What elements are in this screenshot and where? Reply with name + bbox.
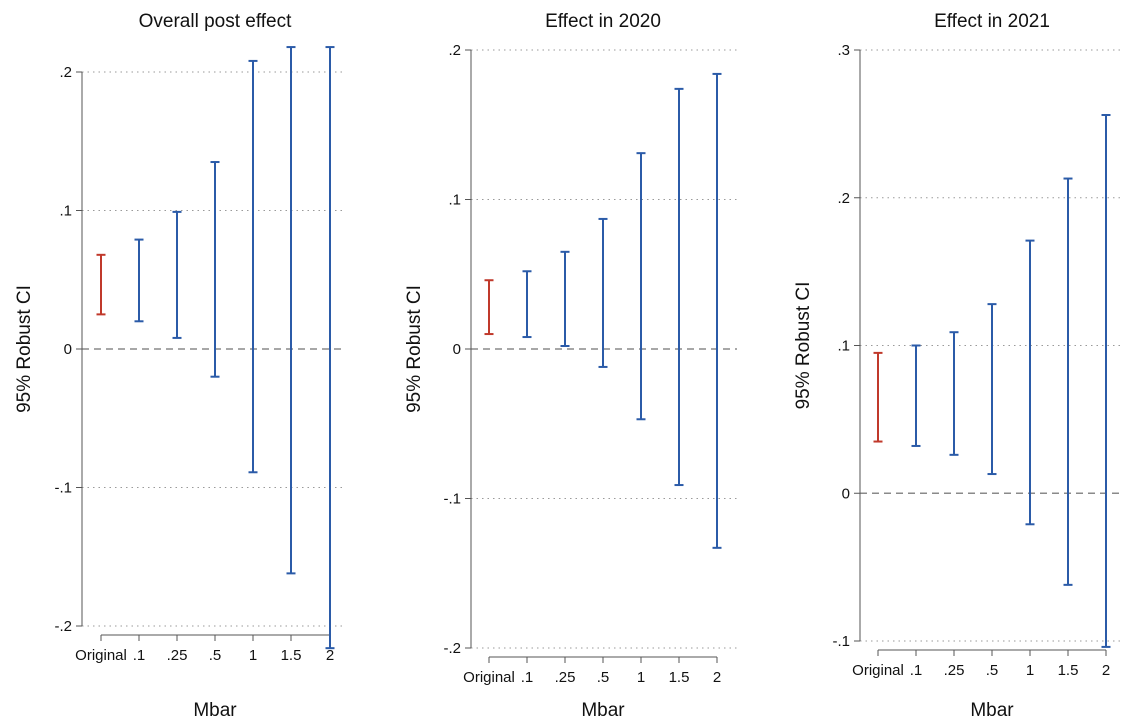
chart-title: Effect in 2020 [545,11,661,32]
x-axis-title: Mbar [193,700,237,721]
error-bar-mbar [522,270,532,339]
y-tick-label: 0 [64,341,72,358]
y-tick-label: .3 [837,42,850,59]
y-tick-label: -.2 [54,618,72,635]
x-tick-label: .25 [167,647,188,664]
error-bar-mbar [949,331,959,456]
x-tick-label: .1 [521,669,534,686]
x-tick-label: 1.5 [1058,662,1079,679]
y-tick-label: .1 [837,338,850,355]
y-tick-label: -.1 [832,633,850,650]
x-tick-label: 2 [1102,662,1110,679]
chart-title: Overall post effect [139,11,293,32]
error-bar-mbar [134,238,144,323]
y-tick-label: -.1 [443,491,461,508]
y-axis-title: 95% Robust CI [14,285,35,413]
error-bar-mbar [1101,114,1111,648]
x-tick-label: 2 [713,669,721,686]
y-tick-label: .2 [837,190,850,207]
x-tick-label: .25 [555,669,576,686]
error-bar-mbar [911,344,921,447]
error-bar-mbar [598,217,608,368]
error-bar-mbar [560,250,570,348]
error-bar-mbar [172,210,182,339]
error-bar-mbar [325,46,335,650]
error-bar-mbar [674,87,684,487]
x-tick-label: 1 [1026,662,1034,679]
chart-title: Effect in 2021 [934,11,1050,32]
error-bar-mbar [636,152,646,421]
x-tick-label: .1 [910,662,923,679]
y-axis-title: 95% Robust CI [404,285,425,413]
x-tick-label: .25 [944,662,965,679]
x-tick-label: .5 [597,669,610,686]
error-bar-original [873,351,883,443]
error-bar-original [484,279,494,336]
y-tick-label: 0 [842,485,850,502]
chart-panel-2: Effect in 2020 -.2 -.1 0 .1 .2 Original .1 .25 .5… [404,11,737,721]
y-tick-label: .2 [59,64,72,81]
x-tick-label: 1.5 [669,669,690,686]
error-bar-mbar [1063,177,1073,586]
x-tick-label: .5 [986,662,999,679]
error-bar-original [96,253,106,316]
x-tick-label: 1 [249,647,257,664]
x-tick-label: Original [852,662,904,679]
y-tick-label: -.1 [54,480,72,497]
chart-panel-1: Overall post effect -.2 -.1 0 .1 .2 Original .1… [14,11,345,721]
y-tick-label: .1 [448,192,461,209]
x-tick-label: Original [75,647,127,664]
error-bar-mbar [248,59,258,474]
y-tick-label: .2 [448,42,461,59]
y-axis-title: 95% Robust CI [793,282,814,410]
error-bar-mbar [1025,239,1035,526]
error-bar-mbar [987,303,997,476]
x-tick-label: 1 [637,669,645,686]
y-tick-label: -.2 [443,640,461,657]
x-axis-title: Mbar [970,700,1014,721]
x-tick-label: 2 [326,647,334,664]
x-tick-label: .1 [133,647,146,664]
x-tick-label: .5 [209,647,222,664]
x-tick-label: Original [463,669,515,686]
y-tick-label: .1 [59,203,72,220]
error-bar-mbar [712,72,722,549]
x-axis-title: Mbar [581,700,625,721]
error-bar-mbar [286,46,296,575]
x-tick-label: 1.5 [281,647,302,664]
error-bar-mbar [210,161,220,378]
y-tick-label: 0 [453,341,461,358]
chart-panel-3: Effect in 2021 -.1 0 .1 .2 .3 Original .1 .25 .5 1… [793,11,1121,721]
